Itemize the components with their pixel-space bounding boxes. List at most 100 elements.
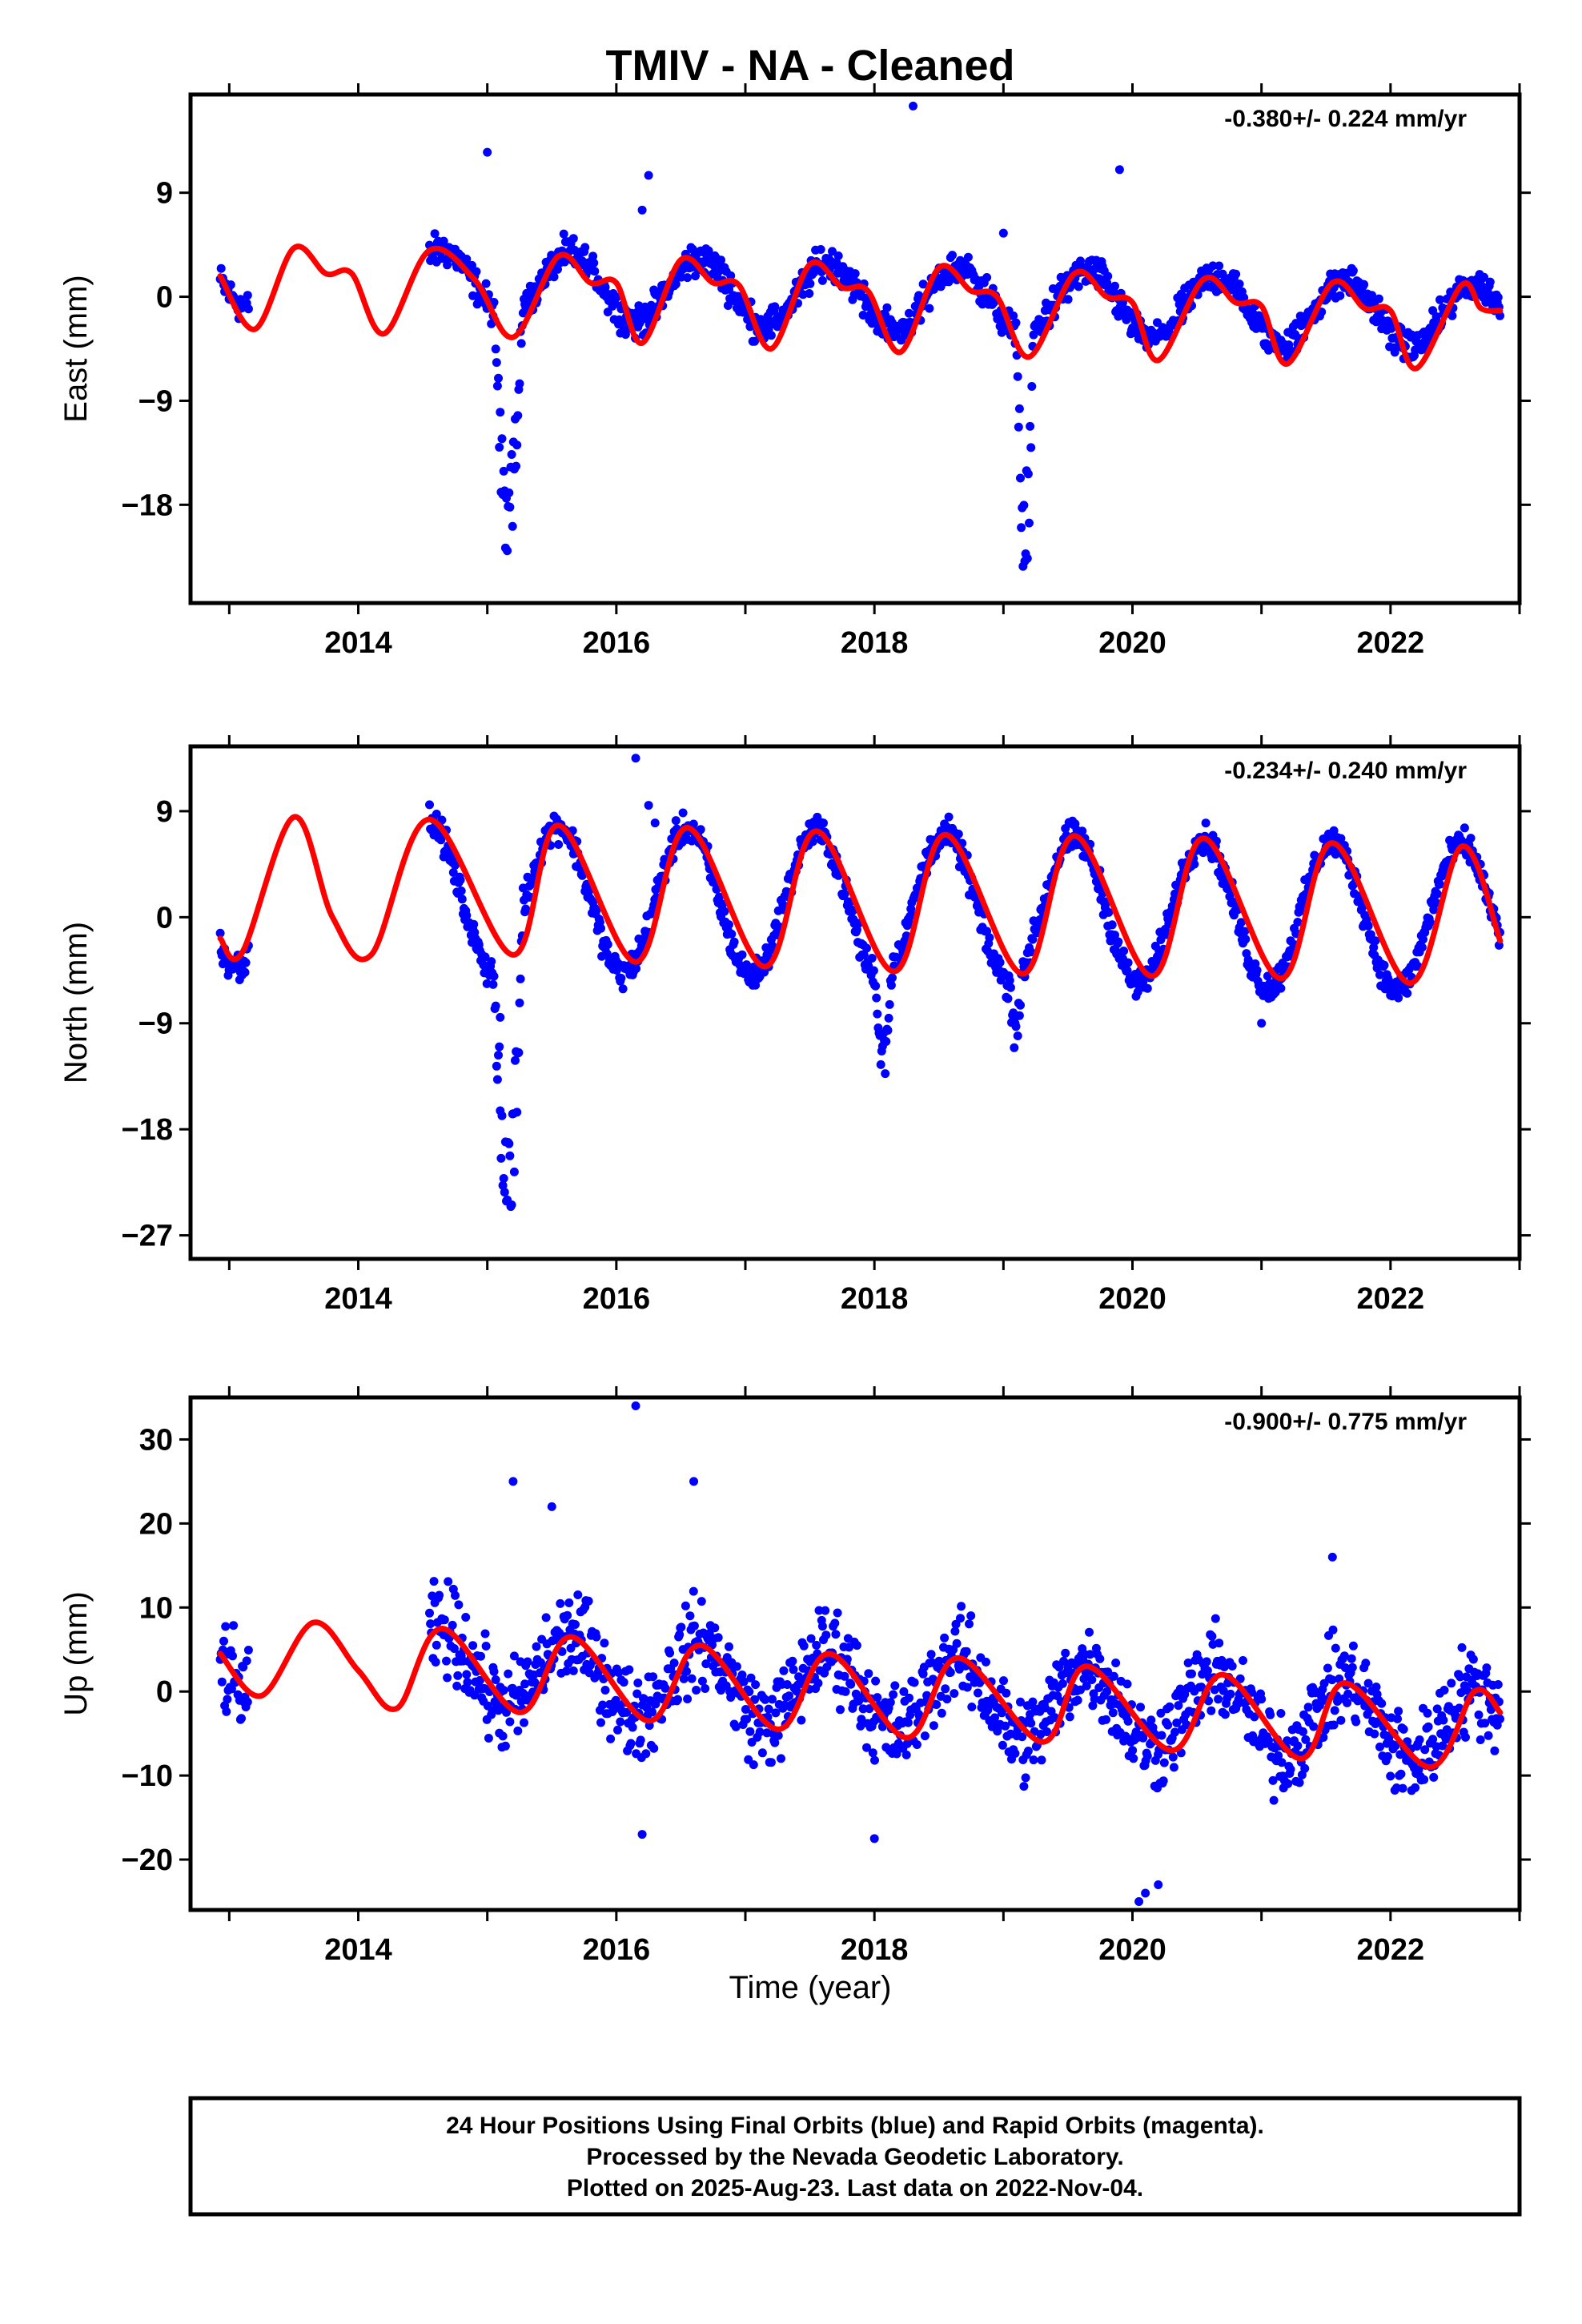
data-point xyxy=(1187,1669,1196,1679)
data-point xyxy=(462,911,472,920)
data-point xyxy=(1347,1663,1357,1672)
data-point xyxy=(833,251,843,260)
data-point xyxy=(1277,1758,1287,1767)
data-point xyxy=(1331,1643,1340,1653)
data-point xyxy=(1163,1720,1173,1730)
data-point xyxy=(1323,1663,1332,1673)
data-point xyxy=(469,919,479,929)
data-point xyxy=(929,1721,938,1731)
data-point xyxy=(885,1698,895,1707)
data-point xyxy=(697,1676,707,1686)
data-point xyxy=(613,1725,622,1735)
data-point xyxy=(869,966,878,975)
data-point xyxy=(1202,1657,1211,1667)
data-point xyxy=(950,1626,960,1636)
data-point xyxy=(808,837,817,846)
data-point xyxy=(495,1042,504,1051)
data-point xyxy=(584,1596,593,1606)
data-point xyxy=(452,1681,462,1691)
data-point xyxy=(937,1708,946,1718)
data-point xyxy=(651,1699,661,1709)
data-point xyxy=(1001,1721,1010,1731)
data-point xyxy=(636,1735,645,1745)
x-tick-label: 2018 xyxy=(841,1282,909,1316)
data-point xyxy=(496,1153,506,1163)
outlier-point xyxy=(637,1830,647,1839)
data-point xyxy=(1211,1614,1220,1623)
data-point xyxy=(512,461,521,471)
data-point xyxy=(1110,931,1119,940)
data-point xyxy=(732,1662,741,1671)
data-point xyxy=(514,1047,524,1057)
data-point xyxy=(1351,1717,1361,1727)
data-point xyxy=(1468,1655,1478,1664)
plot-frame xyxy=(188,92,1522,605)
data-point xyxy=(865,1704,874,1714)
outlier-point xyxy=(1257,1019,1267,1028)
data-point xyxy=(480,952,490,962)
data-point xyxy=(918,279,928,289)
data-point xyxy=(974,1688,982,1698)
data-point xyxy=(497,1111,507,1120)
data-point xyxy=(648,1707,656,1717)
data-point xyxy=(216,263,226,273)
data-point xyxy=(223,1695,232,1704)
data-point xyxy=(905,918,913,927)
data-point xyxy=(1319,1733,1328,1742)
data-point xyxy=(1122,1679,1132,1689)
data-point xyxy=(1170,1727,1179,1737)
data-point xyxy=(671,816,681,826)
data-point xyxy=(1486,1705,1496,1715)
data-point xyxy=(852,1641,861,1651)
data-point xyxy=(502,1707,511,1717)
outlier-point xyxy=(483,147,492,157)
data-point xyxy=(1375,970,1384,979)
data-point xyxy=(470,1691,480,1700)
data-point xyxy=(1065,1712,1074,1722)
data-point xyxy=(598,1700,608,1710)
data-point xyxy=(439,236,448,246)
data-point xyxy=(840,1671,849,1681)
data-point xyxy=(920,1731,930,1741)
data-point xyxy=(881,1037,891,1046)
data-point xyxy=(1042,1727,1052,1736)
data-point xyxy=(1016,1697,1025,1707)
data-point xyxy=(557,1647,567,1656)
data-point xyxy=(1023,1747,1033,1755)
data-point xyxy=(727,929,737,939)
data-point xyxy=(1363,921,1373,931)
data-point xyxy=(219,1636,228,1646)
data-point xyxy=(480,1629,490,1638)
data-point xyxy=(918,1669,928,1679)
data-point xyxy=(590,267,600,276)
data-point xyxy=(600,1686,610,1695)
data-point xyxy=(704,246,713,255)
data-point xyxy=(885,999,894,1009)
data-point xyxy=(1369,943,1379,952)
outlier-point xyxy=(631,754,640,763)
data-point xyxy=(217,1677,227,1687)
data-point xyxy=(489,1667,499,1676)
data-point xyxy=(1329,1720,1339,1730)
data-point xyxy=(805,279,815,288)
data-point xyxy=(850,269,860,279)
data-point xyxy=(1159,1758,1169,1767)
outlier-point xyxy=(1141,1888,1150,1898)
data-point xyxy=(1386,1771,1395,1781)
data-point xyxy=(589,258,599,267)
y-axis-label: North (mm) xyxy=(58,922,94,1084)
data-point xyxy=(1142,1751,1152,1761)
data-point xyxy=(1429,905,1439,915)
data-point xyxy=(504,1139,514,1148)
data-point xyxy=(739,1677,749,1687)
data-point xyxy=(241,958,251,967)
data-point xyxy=(1309,1722,1319,1731)
data-point xyxy=(1474,1710,1484,1719)
data-point xyxy=(701,1659,711,1669)
data-point xyxy=(1239,293,1249,303)
data-point xyxy=(1423,1722,1433,1731)
data-point xyxy=(1119,947,1129,955)
data-point xyxy=(1425,918,1435,927)
data-point xyxy=(1005,975,1014,985)
data-point xyxy=(1460,823,1469,833)
